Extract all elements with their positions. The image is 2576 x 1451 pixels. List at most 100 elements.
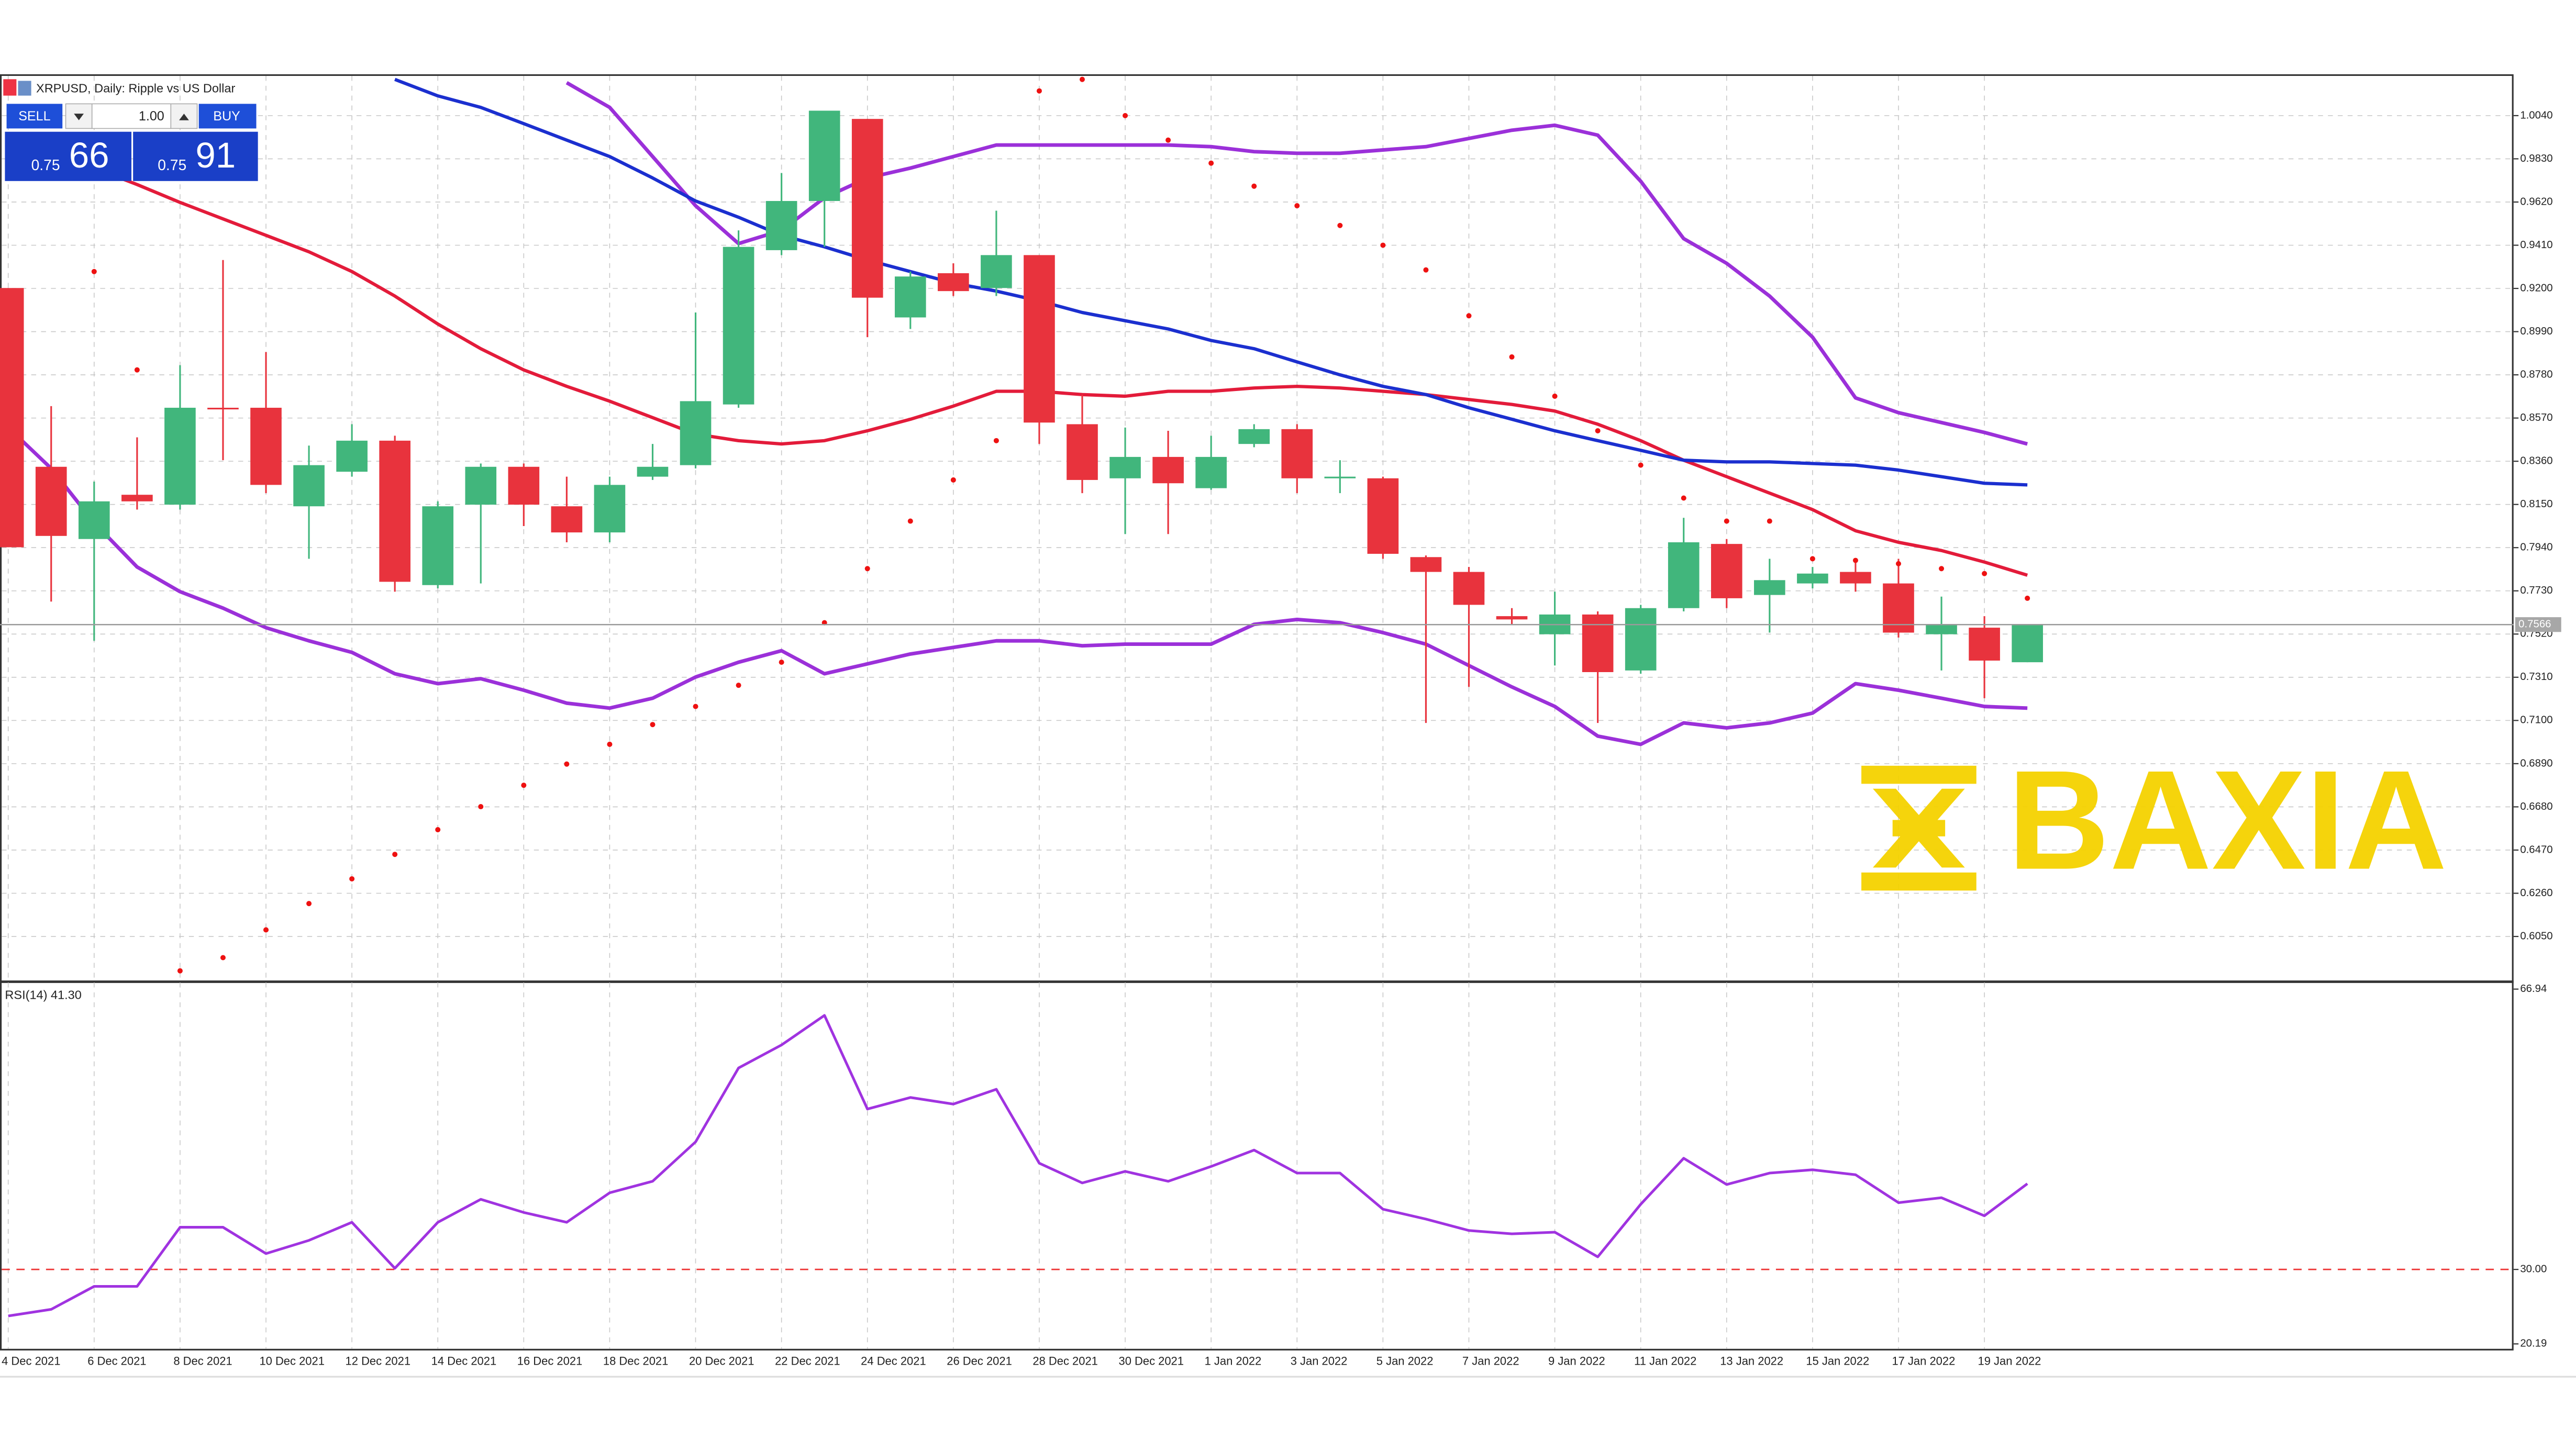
y-tick-label: 0.6260 <box>2520 887 2552 899</box>
candle-body <box>637 466 669 477</box>
sar-dot <box>1380 242 1386 248</box>
volume-up[interactable] <box>170 103 198 129</box>
x-tick-label: 12 Dec 2021 <box>346 1355 411 1368</box>
x-tick-label: 17 Jan 2022 <box>1892 1355 1955 1368</box>
candle-body <box>1152 456 1184 484</box>
sar-dot <box>435 827 441 833</box>
candle-body <box>379 440 410 582</box>
plot-border <box>0 74 2514 1350</box>
marks <box>0 76 2514 1318</box>
candle-body <box>851 119 883 298</box>
candle-body <box>808 110 840 201</box>
candle-body <box>1926 624 1957 634</box>
y-tick-label: 0.8780 <box>2520 369 2552 380</box>
indicator-line <box>7 426 2028 746</box>
candle-body <box>293 465 325 507</box>
candle-body <box>35 466 67 536</box>
y-tick-label: 0.9620 <box>2520 196 2552 207</box>
arrow-down <box>74 114 84 120</box>
sar-dot <box>1208 160 1214 166</box>
sar-dot <box>907 518 913 524</box>
y-tick-label: 0.7730 <box>2520 585 2552 596</box>
x-tick-label: 19 Jan 2022 <box>1978 1355 2041 1368</box>
x-tick-label: 7 Jan 2022 <box>1462 1355 1519 1368</box>
ask-box[interactable] <box>133 131 258 181</box>
y-tick-label: 0.9410 <box>2520 239 2552 251</box>
volume-input[interactable] <box>91 103 172 129</box>
candle-body <box>1238 429 1270 444</box>
buy-label: BUY <box>213 109 240 124</box>
logo-bar <box>1861 765 1977 784</box>
candle-body <box>207 407 239 410</box>
sar-dot <box>864 566 870 572</box>
sar-dot <box>91 269 97 274</box>
y-tick-label: 0.8570 <box>2520 412 2552 423</box>
y-tick-label: 0.6050 <box>2520 930 2552 942</box>
candle-body <box>1496 616 1528 620</box>
candle-body <box>1410 557 1442 572</box>
sar-dot <box>1939 566 1945 572</box>
sar-dot <box>993 438 999 443</box>
chart-title: XRPUSD, Daily: Ripple vs US Dollar <box>36 81 235 95</box>
y-tick-label: 0.6680 <box>2520 801 2552 812</box>
x-tick-label: 16 Dec 2021 <box>517 1355 583 1368</box>
current-price-tag <box>2515 617 2561 632</box>
volume-value: 1.00 <box>139 109 164 124</box>
sar-dot <box>220 955 226 961</box>
indicator-line <box>565 81 2028 446</box>
sar-dot <box>1509 354 1515 360</box>
indicator-line <box>93 166 2028 577</box>
watermark: BAXIA <box>1861 742 2447 899</box>
x-tick-label: 18 Dec 2021 <box>603 1355 669 1368</box>
sar-dot <box>263 927 269 933</box>
grid <box>2 76 2519 1349</box>
sar-dot <box>779 660 784 665</box>
buy-button[interactable] <box>198 104 257 129</box>
candle-body <box>1281 429 1313 478</box>
y-tick-label: 0.8150 <box>2520 498 2552 510</box>
sar-dot <box>607 741 613 747</box>
y-tick-label: 0.9830 <box>2520 153 2552 164</box>
candle-body <box>551 506 583 533</box>
x-tick-label: 5 Jan 2022 <box>1376 1355 1434 1368</box>
candle-body <box>1711 544 1742 598</box>
sar-dot <box>950 477 956 483</box>
x-tick-label: 4 Dec 2021 <box>2 1355 60 1368</box>
candle-body <box>594 485 626 533</box>
current-price-label: 0.7566 <box>2518 619 2551 630</box>
sar-dot <box>478 804 484 810</box>
sell-button[interactable] <box>6 104 63 129</box>
y-tick-label: 0.6890 <box>2520 757 2552 769</box>
bid-box[interactable] <box>5 131 132 181</box>
bid-big: 0.75 <box>31 157 60 173</box>
sar-dot <box>564 761 570 767</box>
sar-dot <box>1552 393 1558 399</box>
sar-dot <box>1466 313 1472 319</box>
y-tick-label: 0.8990 <box>2520 326 2552 337</box>
header-icon <box>18 81 31 96</box>
sar-dot <box>1809 556 1815 562</box>
bid-small: 66 <box>69 135 109 175</box>
candle-body <box>336 440 368 472</box>
y-tick-label: 0.7940 <box>2520 542 2552 553</box>
trade-panel: SELL 1.00 BUY 0.75 66 0.75 91 <box>5 103 258 181</box>
sar-dot <box>2025 595 2030 601</box>
y-tick-label: 66.94 <box>2520 983 2547 995</box>
candle-body <box>1969 628 2000 661</box>
x-tick-label: 11 Jan 2022 <box>1634 1355 1696 1368</box>
candle-body <box>1668 542 1700 608</box>
candle-body <box>981 255 1012 288</box>
y-tick-label: 0.8360 <box>2520 455 2552 467</box>
sar-dot <box>1767 518 1772 524</box>
candle-body <box>1797 573 1828 584</box>
indicator-line <box>394 77 2028 487</box>
ask-small: 91 <box>195 135 236 175</box>
candle-body <box>1367 478 1399 554</box>
x-tick-label: 3 Jan 2022 <box>1291 1355 1348 1368</box>
candle-body <box>894 276 926 318</box>
candle-body <box>680 401 712 465</box>
x-tick-label: 13 Jan 2022 <box>1720 1355 1783 1368</box>
x-tick-label: 9 Jan 2022 <box>1548 1355 1605 1368</box>
sar-dot <box>521 783 527 788</box>
